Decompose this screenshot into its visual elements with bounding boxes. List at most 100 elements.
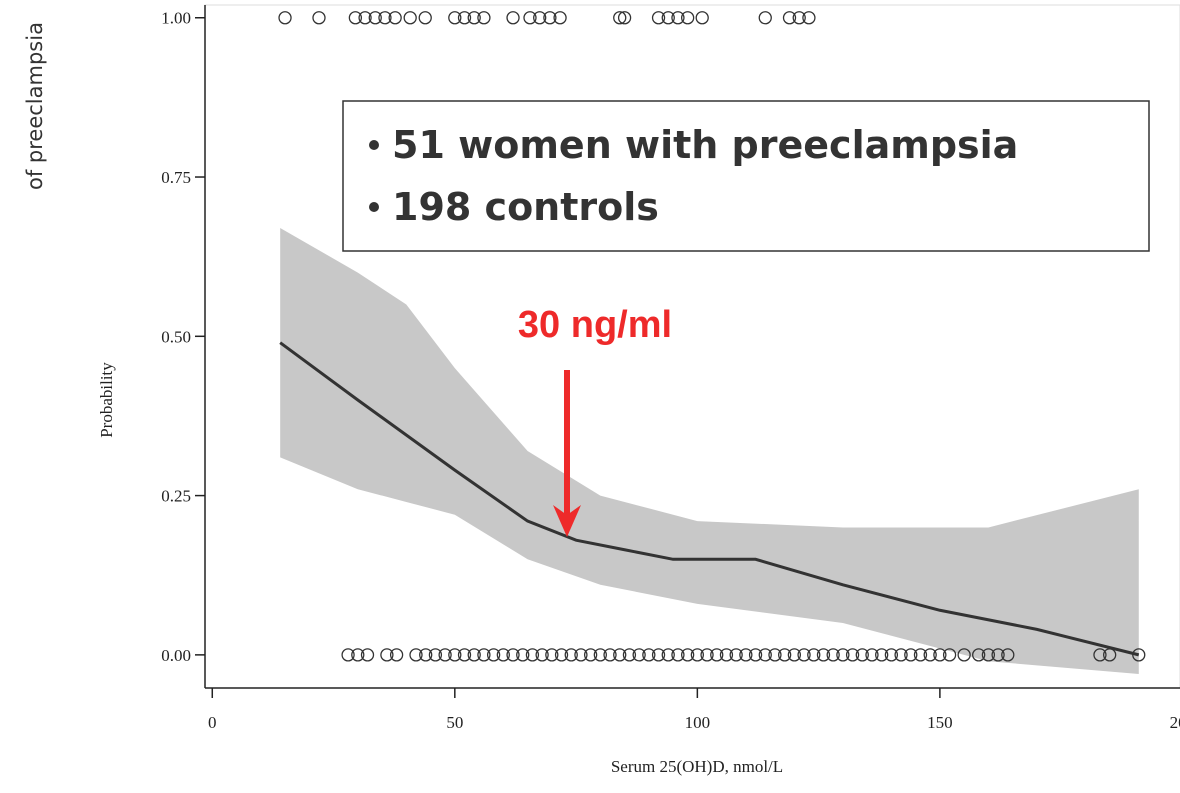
bullet [369, 202, 379, 212]
observation [506, 11, 520, 25]
observation [933, 648, 947, 662]
observation [748, 648, 763, 662]
y-tick-label: 0.75 [161, 168, 191, 187]
observation [617, 11, 632, 25]
x-tick-label: 50 [446, 713, 463, 732]
observation [816, 648, 831, 662]
observation [981, 648, 996, 662]
legend-box [342, 100, 1150, 252]
observation [642, 648, 656, 662]
observation [632, 648, 646, 662]
observation [875, 648, 889, 662]
observation [312, 11, 326, 25]
x-axis-label: Serum 25(OH)D, nmol/L [611, 757, 783, 776]
observation [419, 648, 433, 662]
observation [351, 648, 365, 662]
observation [671, 11, 685, 25]
observation [792, 11, 806, 25]
observation [477, 11, 491, 25]
observation [613, 648, 627, 662]
observation [358, 11, 372, 25]
observation [486, 648, 501, 662]
observation [457, 11, 472, 25]
observation [1103, 648, 1117, 662]
observation [855, 648, 869, 662]
observation [389, 648, 404, 662]
observation [448, 11, 462, 25]
observation [516, 648, 530, 662]
x-tick-label: 0 [208, 713, 217, 732]
observation [729, 648, 743, 662]
observation [622, 648, 637, 662]
x-tick-label: 100 [685, 713, 711, 732]
observation [758, 648, 772, 662]
observation [613, 11, 627, 25]
observation [545, 648, 559, 662]
observation [457, 648, 472, 662]
observation [535, 648, 549, 662]
observation [700, 648, 714, 662]
observation [467, 11, 481, 25]
observation [380, 648, 394, 662]
observation [523, 11, 537, 25]
observation [496, 648, 510, 662]
observation [778, 648, 792, 662]
plot-area: 0.00 0.25 0.50 0.75 1.00 0 50 100 150 200 [161, 4, 1180, 732]
observation [680, 648, 695, 662]
observation [680, 11, 695, 25]
observation [651, 648, 666, 662]
observation [525, 648, 540, 662]
observation [378, 11, 392, 25]
observation [428, 648, 443, 662]
observation [690, 648, 705, 662]
observation [651, 11, 666, 25]
observation [448, 648, 462, 662]
observation [1001, 648, 1015, 662]
observation [554, 648, 569, 662]
confidence-band [280, 227, 1139, 674]
y-tick-label: 0.50 [161, 327, 191, 346]
observation [739, 648, 753, 662]
observation [348, 11, 363, 25]
observation [758, 11, 772, 25]
x-tick-label: 200 [1170, 713, 1180, 732]
observation [661, 11, 675, 25]
y-tick-label: 1.00 [161, 9, 191, 28]
observation [904, 648, 918, 662]
side-label: of preeclampsia [23, 22, 47, 190]
observation [802, 11, 816, 25]
observation [923, 648, 937, 662]
observation [671, 648, 685, 662]
observation [695, 11, 709, 25]
observation [574, 648, 588, 662]
x-tick-label: 150 [927, 713, 953, 732]
observation [368, 11, 382, 25]
y-tick-label: 0.00 [161, 646, 191, 665]
observation [719, 648, 734, 662]
box-item: 51 women with preeclampsia [392, 123, 1018, 167]
observation [957, 648, 971, 662]
observation [506, 648, 520, 662]
y-tick-label: 0.25 [161, 487, 191, 506]
observation [403, 11, 417, 25]
observation [553, 11, 567, 25]
observation [661, 648, 675, 662]
observation [583, 648, 598, 662]
observation [913, 648, 928, 662]
observation [991, 648, 1005, 662]
observation [543, 11, 557, 25]
observation [477, 648, 491, 662]
bullet [369, 140, 379, 150]
observation [845, 648, 860, 662]
arrowhead [553, 505, 581, 537]
observation [1093, 648, 1107, 662]
observation [438, 648, 452, 662]
observation [710, 648, 724, 662]
observation [894, 648, 908, 662]
observation [564, 648, 578, 662]
observation [797, 648, 811, 662]
observation [409, 648, 423, 662]
observation [533, 11, 547, 25]
observation [467, 648, 481, 662]
